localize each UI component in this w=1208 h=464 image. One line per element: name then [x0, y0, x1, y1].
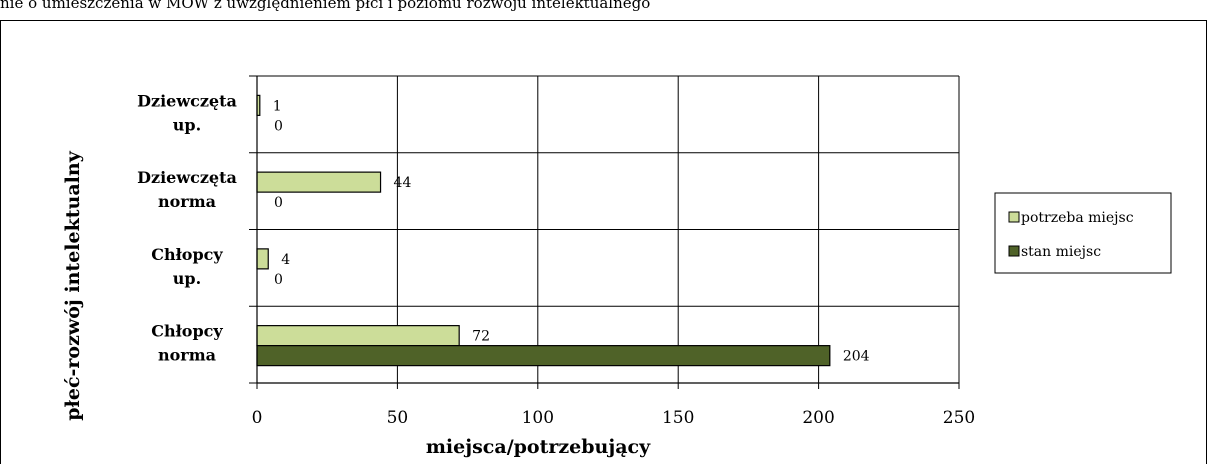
data-label: 44 — [394, 175, 412, 191]
legend-box — [994, 192, 1172, 274]
category-label: Dziewczęta — [137, 168, 237, 187]
bars — [256, 94, 831, 367]
legend-label: potrzeba miejsc — [1021, 210, 1134, 226]
x-tick-label: 150 — [662, 408, 694, 428]
bar — [256, 325, 460, 347]
category-label: norma — [158, 346, 216, 365]
data-label: 204 — [843, 349, 870, 365]
chart-frame — [0, 20, 1207, 464]
legend-swatch — [1008, 245, 1020, 257]
category-label: norma — [158, 192, 216, 211]
x-axis-title: miejsca/potrzebujący — [426, 436, 651, 458]
category-label: Chłopcy — [151, 322, 223, 341]
bar — [256, 345, 831, 367]
x-tick-labels: 0 50 100 150 200 250 — [252, 408, 976, 428]
data-labels: 1 0 44 0 4 0 72 204 — [273, 98, 870, 364]
x-tick-label: 50 — [387, 408, 409, 428]
x-tick-label: 0 — [252, 408, 263, 428]
legend: potrzeba miejsc stan miejsc — [994, 192, 1172, 274]
x-tick-label: 250 — [943, 408, 975, 428]
bar — [256, 248, 269, 270]
category-label: Chłopcy — [151, 245, 223, 264]
category-labels: Dziewczęta up. Dziewczęta norma Chłopcy up. Ch… — [137, 91, 237, 364]
x-tick-label: 200 — [802, 408, 834, 428]
data-label: 0 — [274, 118, 283, 134]
axes — [249, 75, 960, 389]
data-label: 1 — [273, 98, 282, 114]
data-label: 0 — [274, 195, 283, 211]
data-label: 0 — [274, 272, 283, 288]
legend-label: stan miejsc — [1021, 244, 1101, 260]
data-label: 72 — [472, 329, 490, 345]
bar — [256, 171, 382, 193]
category-label: up. — [173, 115, 201, 134]
category-label: up. — [173, 269, 201, 288]
category-label: Dziewczęta — [137, 91, 237, 110]
legend-swatch — [1008, 211, 1020, 223]
page-caption: nie o umieszczenia w MOW z uwzględnienie… — [0, 0, 651, 12]
gridlines — [257, 75, 960, 383]
x-tick-label: 100 — [522, 408, 554, 428]
data-label: 4 — [281, 252, 290, 268]
y-axis-title: płeć-rozwój intelektualny — [62, 150, 84, 420]
